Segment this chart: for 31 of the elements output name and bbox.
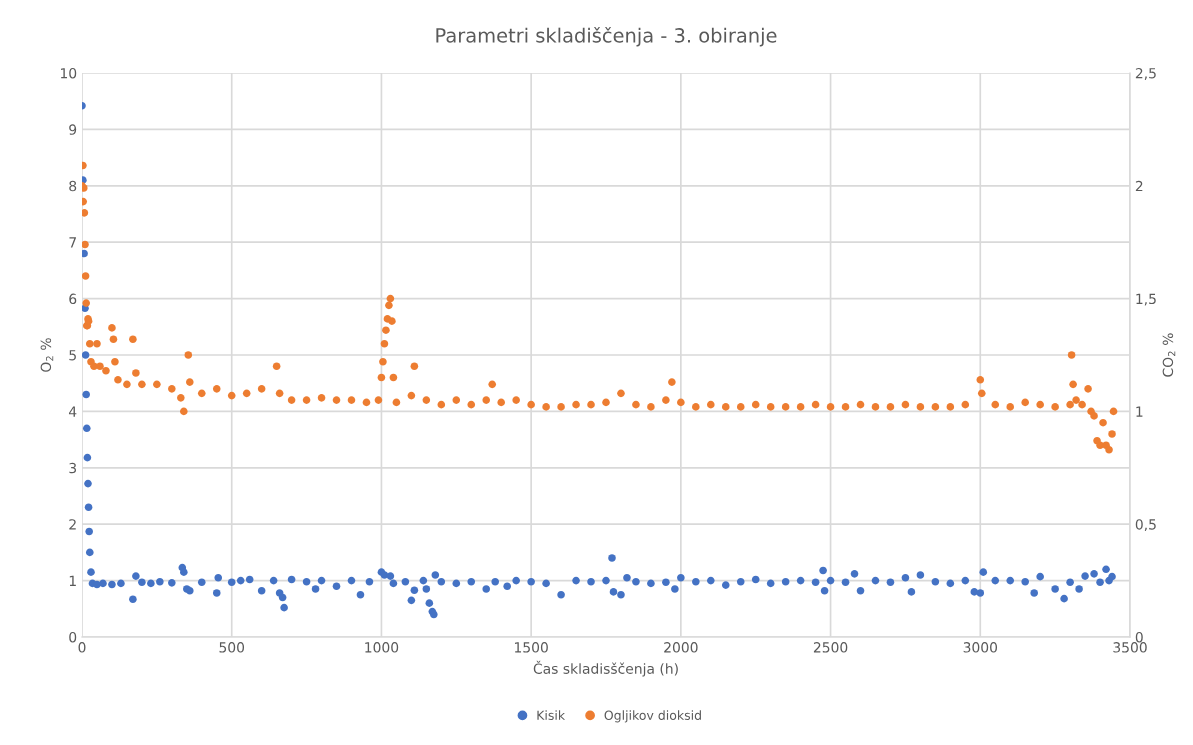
y2-tick-label: 2 [1135,180,1143,192]
legend-label: Ogljikov dioksid [604,710,701,723]
y2-tick-label: 2,5 [1135,67,1156,80]
y-tick-label: 3 [69,462,77,474]
x-tick-label: 1500 [514,642,548,653]
y-tick-label: 9 [69,124,77,135]
x-tick-label: 3000 [963,642,998,653]
y2-axis-title: CO$_{2}$ % [1162,333,1176,377]
x-tick-label: 1000 [365,642,399,653]
y2-tick-label: 0 [1135,631,1143,643]
x-tick-label: 500 [219,642,245,653]
y-tick-label: 7 [69,237,76,248]
y-tick-label: 6 [69,293,77,305]
y-tick-label: 8 [69,180,77,192]
chart-title: Parametri skladiščenja - 3. obiranje [436,26,777,47]
x-tick-label: 2000 [664,642,698,653]
y-tick-label: 2 [69,519,76,530]
y-tick-label: 0 [69,631,77,643]
y2-tick-label: 1 [1136,406,1143,417]
x-tick-label: 0 [78,642,86,653]
y-tick-label: 10 [60,67,77,79]
y-tick-label: 4 [68,406,77,417]
y-tick-label: 5 [69,350,76,361]
y2-tick-label: 1,5 [1136,293,1156,306]
x-tick-label: 3500 [1113,642,1147,653]
legend-label: Kisik [537,710,566,720]
y-tick-label: 1 [69,575,76,586]
y-axis-title: O$_{2}$ % [40,338,54,372]
x-axis-title: Čas skladisščenja (h) [533,660,678,677]
y2-tick-label: 0,5 [1135,519,1156,532]
x-tick-label: 2500 [813,642,848,653]
